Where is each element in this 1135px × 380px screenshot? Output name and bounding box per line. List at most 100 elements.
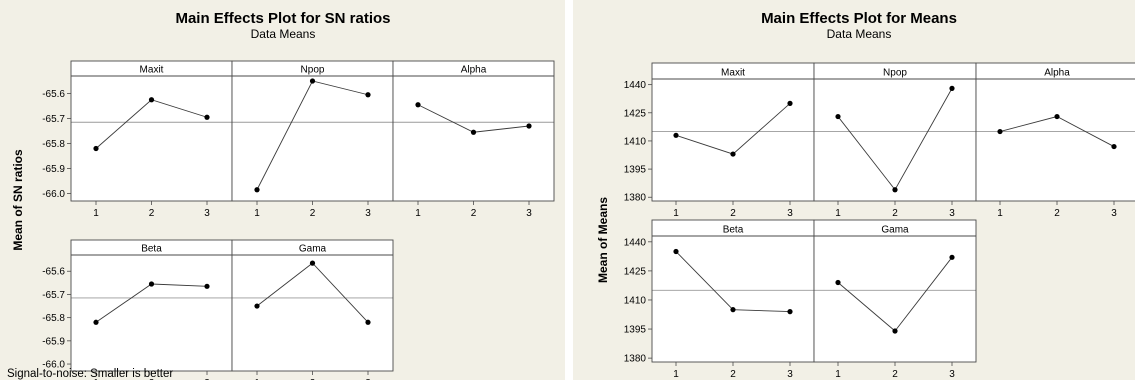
x-tick-label: 2 <box>310 378 316 380</box>
y-tick-label: -66.0 <box>42 189 65 200</box>
data-point <box>93 145 99 152</box>
x-tick-label: 1 <box>673 208 679 219</box>
panel-strip-label: Alpha <box>461 65 487 76</box>
data-point <box>365 92 371 98</box>
data-point <box>204 114 210 120</box>
panel-plot-area <box>814 236 976 362</box>
y-tick-label: 1380 <box>624 354 647 365</box>
data-point <box>835 279 841 286</box>
x-tick-label: 3 <box>526 208 532 219</box>
data-point <box>470 129 477 135</box>
y-tick-label: 1425 <box>624 266 647 277</box>
x-tick-label: 3 <box>949 369 955 380</box>
x-tick-label: 3 <box>365 378 371 380</box>
data-point <box>997 128 1003 135</box>
x-tick-label: 2 <box>892 369 898 380</box>
data-point <box>526 123 532 129</box>
data-point <box>673 248 679 255</box>
panel-strip <box>814 63 976 79</box>
x-tick-label: 3 <box>787 369 793 380</box>
panel-strip-label: Beta <box>723 225 744 236</box>
panel-plot-area <box>814 79 976 201</box>
data-point <box>204 283 210 289</box>
panel-strip-label: Maxit <box>140 65 164 76</box>
data-point <box>787 309 793 315</box>
chart-footnote: Signal-to-noise: Smaller is better <box>7 368 173 380</box>
factor-panel-beta: Beta 1 2 3 <box>651 219 815 380</box>
factor-panel-npop: Npop 1 2 3 <box>813 62 977 219</box>
panel-strip-label: Gama <box>881 225 909 236</box>
panel-strip <box>652 63 814 79</box>
means-chart: Main Effects Plot for Means Data Means Mea… <box>573 0 1135 380</box>
y-tick-label: 1395 <box>624 325 647 336</box>
data-point <box>835 113 841 120</box>
x-tick-label: 3 <box>1111 208 1117 219</box>
x-tick-label: 2 <box>1054 208 1060 219</box>
data-point <box>309 78 316 84</box>
x-tick-label: 2 <box>471 208 477 219</box>
panel-strip <box>232 61 393 76</box>
y-tick-label: 1440 <box>624 237 647 248</box>
panel-strip <box>71 61 232 76</box>
y-axis-label: Mean of Means <box>596 197 610 283</box>
data-point <box>254 187 260 193</box>
y-tick-label: -65.8 <box>42 313 65 324</box>
panel-plot-area <box>976 79 1135 201</box>
data-point <box>892 328 898 334</box>
x-tick-label: 3 <box>365 208 371 219</box>
data-point <box>309 260 316 266</box>
y-tick-label: -65.8 <box>42 139 65 150</box>
y-tick-label: -65.6 <box>42 267 65 278</box>
panel-strip <box>71 240 232 255</box>
data-point <box>93 319 99 325</box>
panel-plot-area <box>71 76 232 201</box>
y-tick-label: -65.6 <box>42 89 65 100</box>
panel-strip-label: Gama <box>299 244 327 255</box>
x-tick-label: 1 <box>93 208 99 219</box>
x-tick-label: 3 <box>949 208 955 219</box>
data-point <box>787 100 793 106</box>
factor-panel-alpha: Alpha 1 2 3 <box>975 62 1135 219</box>
panel-plot-area <box>232 76 393 201</box>
panel-strip-label: Maxit <box>721 68 745 79</box>
data-point <box>148 97 155 103</box>
factor-panel-npop: Npop 1 2 3 <box>231 60 394 219</box>
x-tick-label: 1 <box>254 378 260 380</box>
x-tick-label: 2 <box>892 208 898 219</box>
data-point <box>365 319 371 325</box>
factor-panel-maxit: Maxit 1 2 3 <box>651 62 815 219</box>
x-tick-label: 3 <box>204 378 210 380</box>
chart-title: Main Effects Plot for SN ratios <box>175 10 390 27</box>
y-tick-label: 1395 <box>624 165 647 176</box>
y-tick-label: -65.9 <box>42 336 65 347</box>
data-point <box>1111 143 1117 150</box>
data-point <box>148 281 155 287</box>
data-point <box>415 102 421 108</box>
data-point <box>254 303 260 309</box>
panel-strip-label: Npop <box>883 68 907 79</box>
panel-strip <box>393 61 554 76</box>
x-tick-label: 1 <box>835 208 841 219</box>
data-point <box>730 307 736 313</box>
factor-panel-maxit: Maxit 1 2 3 <box>70 60 233 219</box>
x-tick-label: 1 <box>673 369 679 380</box>
factor-panel-alpha: Alpha 1 2 3 <box>392 60 555 219</box>
data-point <box>673 132 679 138</box>
panel-strip <box>652 220 814 236</box>
y-tick-label: 1380 <box>624 193 647 204</box>
factor-panel-beta: Beta 1 2 3 <box>70 239 233 380</box>
chart-subtitle: Data Means <box>251 27 316 41</box>
x-tick-label: 1 <box>997 208 1003 219</box>
panel-plot-area <box>393 76 554 201</box>
data-point <box>892 187 898 193</box>
panel-strip-label: Npop <box>301 65 325 76</box>
x-tick-label: 2 <box>310 208 316 219</box>
panel-strip <box>814 220 976 236</box>
panel-plot-area <box>652 236 814 362</box>
y-axis-label: Mean of SN ratios <box>11 149 25 251</box>
y-tick-label: -65.7 <box>42 290 65 301</box>
panel-plot-area <box>232 255 393 371</box>
x-tick-label: 1 <box>254 208 260 219</box>
data-point <box>949 254 955 260</box>
